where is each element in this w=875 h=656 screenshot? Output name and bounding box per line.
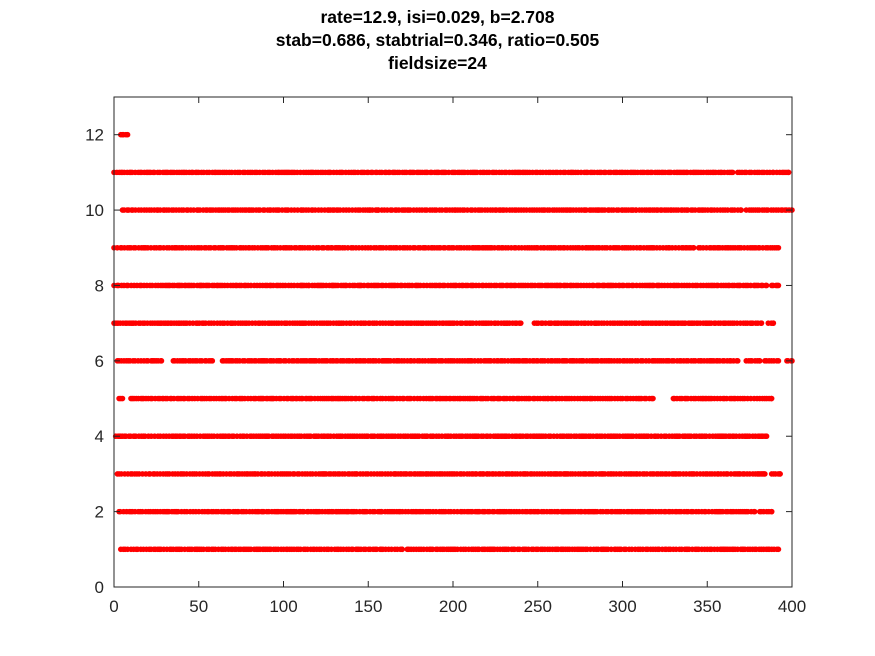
spike-point: [209, 358, 216, 364]
x-tick-label: 150: [354, 597, 382, 616]
spike-point: [763, 433, 770, 440]
spike-point: [768, 395, 775, 402]
x-tick-label: 100: [269, 597, 297, 616]
y-tick-label: 10: [85, 201, 104, 220]
spike-points: [111, 131, 795, 553]
y-tick-label: 2: [95, 503, 104, 522]
x-tick-label: 50: [189, 597, 208, 616]
x-tick-label: 0: [109, 597, 118, 616]
chart-title: rate=12.9, isi=0.029, b=2.708 stab=0.686…: [0, 6, 875, 75]
spike-point: [119, 395, 126, 402]
x-tick-label: 300: [608, 597, 636, 616]
x-tick-label: 250: [524, 597, 552, 616]
axes: [113, 96, 793, 588]
spike-point: [518, 320, 524, 326]
spike-point: [756, 358, 763, 364]
y-tick-label: 8: [95, 276, 104, 295]
spike-point: [775, 546, 782, 553]
x-tick-label: 200: [439, 597, 467, 616]
spike-point: [762, 471, 768, 477]
spike-point: [124, 131, 131, 138]
spike-point: [775, 244, 782, 251]
y-tick-label: 4: [95, 427, 104, 446]
chart-title-line-3: fieldsize=24: [388, 53, 487, 73]
spike-point: [775, 358, 782, 364]
spike-point: [770, 320, 777, 326]
spike-point: [775, 282, 782, 289]
spike-point: [768, 508, 775, 515]
spike-point: [763, 282, 770, 289]
x-tick-label: 400: [778, 597, 806, 616]
spike-point: [738, 207, 744, 213]
y-tick-label: 6: [95, 352, 104, 371]
spike-point: [777, 471, 783, 477]
x-tick-label: 350: [693, 597, 721, 616]
spike-point: [158, 358, 165, 364]
spike-point: [729, 169, 736, 176]
spike-point: [785, 169, 792, 176]
spike-point: [758, 320, 765, 326]
tick-labels: 0 50 100 150 200 250 300 350 400 0 2 4 6 8 10 12: [85, 126, 806, 616]
spike-point: [690, 244, 697, 251]
spike-point: [399, 546, 405, 553]
spike-point: [751, 508, 758, 515]
spike-point: [734, 358, 741, 364]
y-tick-label: 0: [95, 578, 104, 597]
chart-title-line-1: rate=12.9, isi=0.029, b=2.708: [320, 7, 555, 27]
spike-point: [650, 395, 656, 402]
y-tick-label: 12: [85, 126, 104, 145]
chart-title-line-2: stab=0.686, stabtrial=0.346, ratio=0.505: [275, 30, 600, 50]
